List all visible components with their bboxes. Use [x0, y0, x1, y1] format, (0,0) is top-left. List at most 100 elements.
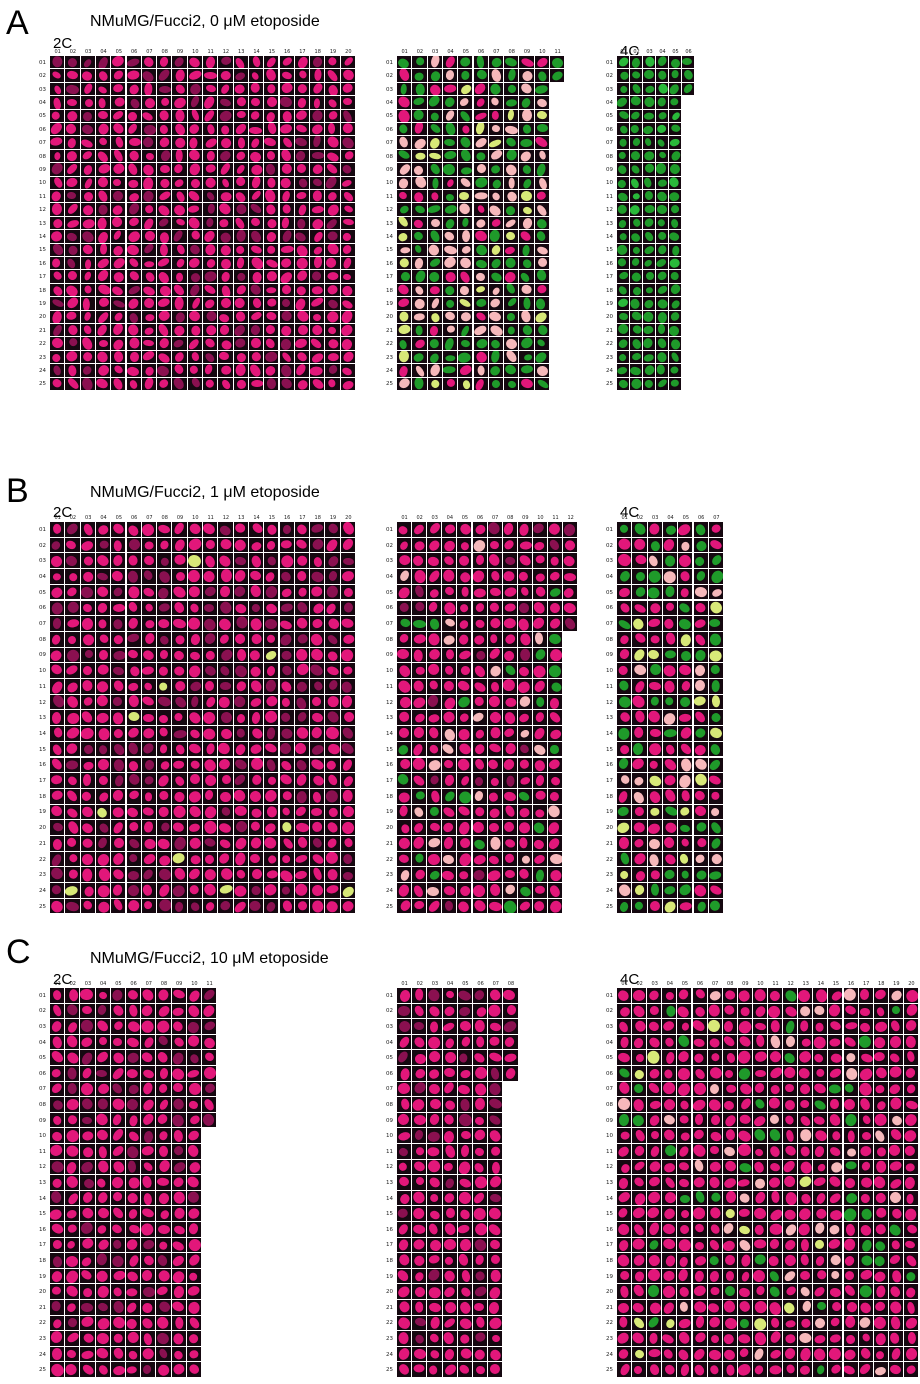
cell-image: [531, 756, 548, 774]
cell-image: [125, 693, 142, 711]
cell-image: [441, 1143, 458, 1160]
cell-image: [263, 175, 280, 191]
cell-image: [48, 630, 66, 648]
cell-image: [247, 175, 265, 191]
cell-image: [616, 229, 630, 244]
nucleus: [233, 538, 248, 553]
cell-image: [293, 725, 311, 742]
nucleus: [171, 1239, 186, 1253]
cell-image: [456, 1127, 473, 1144]
cell-image: [661, 819, 679, 836]
cell-image: [171, 536, 188, 554]
nucleus: [296, 177, 309, 189]
cell-image: [456, 1096, 473, 1113]
cell-image: [857, 987, 874, 1004]
cell-image: [94, 215, 112, 231]
nucleus: [632, 192, 641, 201]
cell-image: [156, 803, 173, 821]
nucleus: [96, 867, 111, 883]
row-number: 07: [39, 140, 46, 147]
nucleus: [632, 821, 646, 835]
cell-image: [125, 81, 142, 97]
cell-image: [186, 54, 204, 70]
cell-image: [324, 568, 341, 585]
cell-image: [395, 897, 413, 915]
row-number: 10: [386, 1133, 393, 1140]
nucleus: [340, 647, 355, 663]
nucleus: [488, 1315, 503, 1331]
cell-image: [201, 322, 219, 338]
nucleus: [281, 216, 291, 229]
cell-image: [661, 835, 679, 852]
cell-image: [79, 646, 96, 664]
nucleus: [97, 524, 110, 536]
cell-image: [171, 568, 188, 585]
nucleus: [414, 853, 424, 864]
cell-image: [441, 1018, 458, 1035]
nucleus: [112, 1239, 123, 1250]
cell-image: [692, 709, 709, 727]
cell-image: [486, 835, 503, 852]
nucleus: [428, 742, 441, 755]
nucleus: [187, 310, 202, 323]
nucleus: [111, 742, 126, 757]
cell-image: [171, 630, 188, 648]
row-number: 17: [39, 274, 46, 281]
nucleus: [473, 789, 485, 802]
cell-image: [170, 1236, 187, 1254]
nucleus: [127, 1129, 141, 1143]
nucleus: [156, 1112, 170, 1127]
cell-image: [456, 1033, 473, 1051]
nucleus: [159, 539, 171, 552]
nucleus: [250, 379, 264, 387]
nucleus: [233, 884, 247, 897]
nucleus: [504, 217, 518, 230]
nucleus: [520, 310, 533, 323]
cell-image: [293, 787, 311, 805]
cell-image: [487, 1205, 504, 1222]
nucleus: [617, 618, 632, 631]
cell-image: [426, 740, 443, 758]
nucleus: [647, 789, 662, 804]
cell-image: [293, 568, 311, 585]
cell-image: [516, 866, 533, 884]
nucleus: [128, 179, 139, 189]
nucleus: [65, 1255, 78, 1267]
nucleus: [534, 631, 544, 645]
cell-image: [64, 108, 81, 124]
cell-image: [140, 336, 158, 351]
nucleus: [397, 350, 410, 363]
cell-image: [79, 1283, 96, 1300]
cell-image: [94, 756, 112, 774]
cell-image: [668, 121, 682, 137]
cell-image: [441, 819, 458, 836]
nucleus: [142, 586, 156, 598]
nucleus: [65, 1144, 80, 1159]
cell-image: [201, 599, 219, 617]
cell-image: [48, 521, 66, 538]
cell-image: [232, 95, 249, 110]
nucleus: [459, 664, 471, 676]
nucleus: [504, 698, 517, 708]
row-number: 22: [386, 856, 393, 863]
cell-image: [217, 615, 234, 632]
cell-image: [516, 693, 533, 711]
cell-image: [109, 1158, 126, 1176]
cell-image: [278, 866, 295, 884]
cell-image: [518, 336, 535, 351]
cell-image: [171, 850, 188, 868]
nucleus: [503, 988, 517, 1002]
cell-image: [324, 162, 341, 177]
cell-image: [324, 229, 341, 244]
cell-image: [631, 568, 648, 585]
nucleus: [534, 350, 549, 364]
nucleus: [235, 377, 248, 390]
nucleus: [460, 339, 471, 348]
cell-image: [426, 215, 443, 231]
cell-image: [646, 787, 663, 805]
nucleus: [129, 337, 140, 349]
nucleus: [249, 109, 262, 122]
column-number: 07: [145, 981, 152, 987]
nucleus: [325, 601, 338, 615]
cell-image: [125, 835, 142, 852]
